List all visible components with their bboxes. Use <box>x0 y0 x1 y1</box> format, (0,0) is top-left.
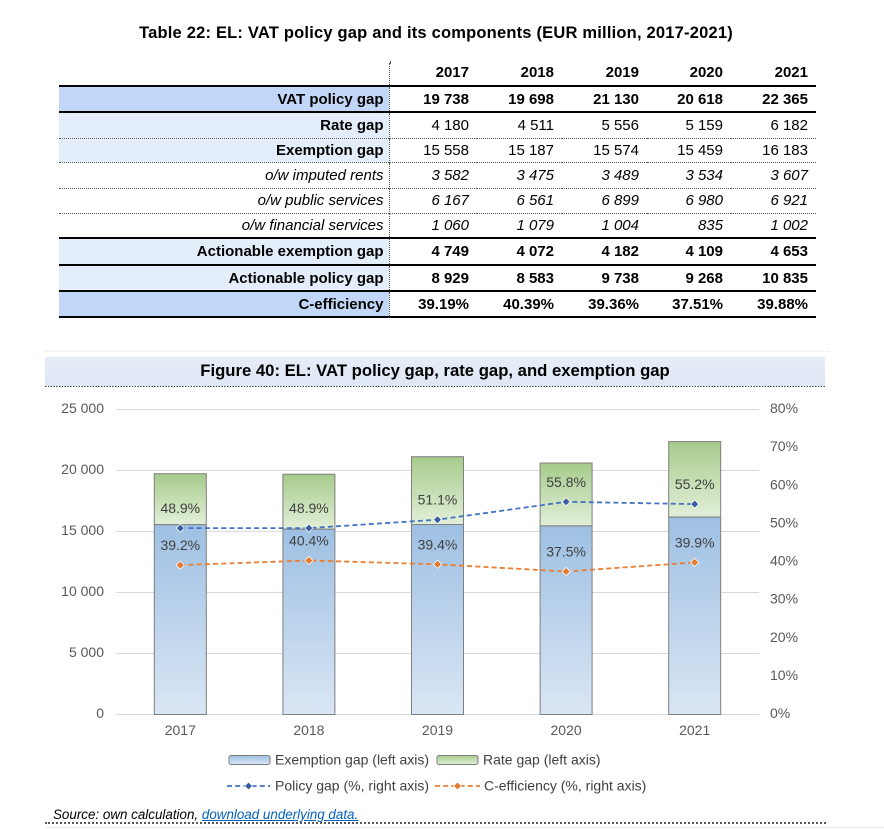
svg-text:2021: 2021 <box>679 722 710 738</box>
svg-text:C-efficiency (%, right axis): C-efficiency (%, right axis) <box>484 778 646 794</box>
svg-text:5 000: 5 000 <box>69 644 104 660</box>
svg-text:2020: 2020 <box>551 722 582 738</box>
svg-text:2017: 2017 <box>165 722 196 738</box>
svg-text:60%: 60% <box>770 476 798 492</box>
svg-text:20%: 20% <box>770 629 798 645</box>
svg-text:10 000: 10 000 <box>61 583 104 599</box>
svg-text:20 000: 20 000 <box>61 461 104 477</box>
svg-text:48.9%: 48.9% <box>160 500 200 516</box>
svg-text:0: 0 <box>96 705 104 721</box>
svg-text:0%: 0% <box>770 705 790 721</box>
svg-text:25 000: 25 000 <box>61 400 104 416</box>
svg-text:48.9%: 48.9% <box>289 500 329 516</box>
svg-text:10%: 10% <box>770 667 798 683</box>
svg-text:37.5%: 37.5% <box>546 544 586 560</box>
svg-text:51.1%: 51.1% <box>418 492 458 508</box>
svg-text:39.9%: 39.9% <box>675 534 715 550</box>
svg-text:2018: 2018 <box>293 722 324 738</box>
svg-text:40%: 40% <box>770 553 798 569</box>
svg-text:15 000: 15 000 <box>61 522 104 538</box>
svg-text:80%: 80% <box>770 400 798 416</box>
svg-text:55.2%: 55.2% <box>675 476 715 492</box>
svg-text:30%: 30% <box>770 591 798 607</box>
svg-text:55.8%: 55.8% <box>546 474 586 490</box>
svg-text:Exemption gap (left axis): Exemption gap (left axis) <box>275 752 429 768</box>
svg-text:Policy gap (%, right axis): Policy gap (%, right axis) <box>275 778 429 794</box>
svg-text:50%: 50% <box>770 514 798 530</box>
svg-text:39.2%: 39.2% <box>160 537 200 553</box>
svg-text:Rate gap (left axis): Rate gap (left axis) <box>483 752 601 768</box>
svg-text:2019: 2019 <box>422 722 453 738</box>
svg-text:40.4%: 40.4% <box>289 533 329 549</box>
svg-text:70%: 70% <box>770 438 798 454</box>
svg-text:39.4%: 39.4% <box>418 536 458 552</box>
